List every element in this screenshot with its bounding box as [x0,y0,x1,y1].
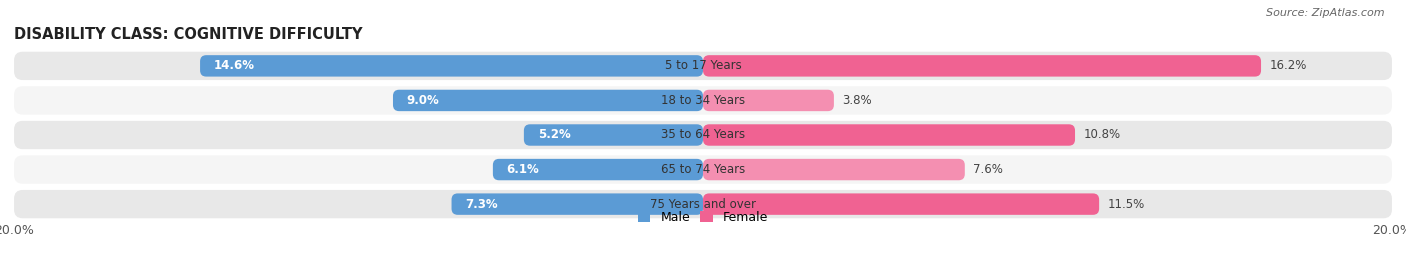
Text: 7.6%: 7.6% [973,163,1004,176]
FancyBboxPatch shape [451,193,703,215]
FancyBboxPatch shape [703,193,1099,215]
Text: DISABILITY CLASS: COGNITIVE DIFFICULTY: DISABILITY CLASS: COGNITIVE DIFFICULTY [14,27,363,42]
FancyBboxPatch shape [703,90,834,111]
Text: 16.2%: 16.2% [1270,59,1308,72]
FancyBboxPatch shape [14,52,1392,80]
Text: 65 to 74 Years: 65 to 74 Years [661,163,745,176]
Text: 11.5%: 11.5% [1108,198,1144,211]
Text: 7.3%: 7.3% [465,198,498,211]
FancyBboxPatch shape [14,121,1392,149]
FancyBboxPatch shape [703,159,965,180]
Text: 6.1%: 6.1% [506,163,540,176]
Text: 14.6%: 14.6% [214,59,254,72]
Legend: Male, Female: Male, Female [633,206,773,229]
FancyBboxPatch shape [14,190,1392,218]
Text: Source: ZipAtlas.com: Source: ZipAtlas.com [1267,8,1385,18]
FancyBboxPatch shape [14,86,1392,114]
Text: 35 to 64 Years: 35 to 64 Years [661,129,745,141]
Text: 5 to 17 Years: 5 to 17 Years [665,59,741,72]
FancyBboxPatch shape [14,156,1392,184]
Text: 75 Years and over: 75 Years and over [650,198,756,211]
FancyBboxPatch shape [703,55,1261,77]
FancyBboxPatch shape [703,124,1076,146]
FancyBboxPatch shape [494,159,703,180]
FancyBboxPatch shape [200,55,703,77]
Text: 5.2%: 5.2% [537,129,571,141]
FancyBboxPatch shape [524,124,703,146]
Text: 18 to 34 Years: 18 to 34 Years [661,94,745,107]
FancyBboxPatch shape [392,90,703,111]
Text: 3.8%: 3.8% [842,94,872,107]
Text: 9.0%: 9.0% [406,94,440,107]
Text: 10.8%: 10.8% [1084,129,1121,141]
